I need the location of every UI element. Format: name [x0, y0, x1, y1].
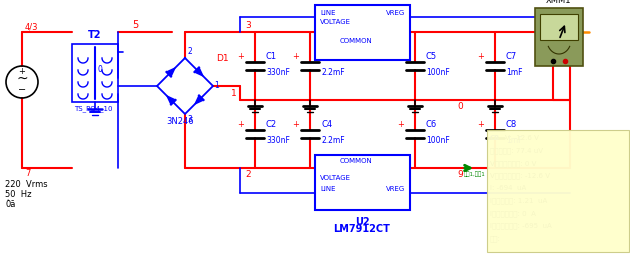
Text: 9: 9	[457, 170, 463, 179]
Text: +: +	[477, 52, 484, 61]
Bar	[535, 8, 583, 66]
Text: 100nF: 100nF	[426, 68, 450, 77]
Text: COMMON: COMMON	[340, 38, 373, 44]
Text: 1mF: 1mF	[506, 68, 522, 77]
Polygon shape	[195, 96, 203, 104]
Text: 330nF: 330nF	[266, 68, 290, 77]
Text: 7: 7	[25, 169, 30, 178]
Text: V: -12.6 V: V: -12.6 V	[505, 135, 539, 141]
Text: VOLTAGE: VOLTAGE	[320, 175, 351, 181]
Text: 330nF: 330nF	[266, 136, 290, 145]
Text: C3: C3	[321, 52, 332, 61]
Text: LINE: LINE	[320, 10, 336, 16]
Text: I山山山（山）: -695  uA: I山山山（山）: -695 uA	[490, 223, 552, 229]
Text: I山山（山）: 1.21  uA: I山山（山）: 1.21 uA	[490, 198, 547, 204]
Text: VREG: VREG	[386, 10, 405, 16]
Polygon shape	[195, 68, 203, 76]
Text: 3: 3	[245, 21, 251, 30]
Text: 0: 0	[457, 102, 463, 111]
Text: −: −	[18, 85, 26, 95]
Text: +: +	[237, 120, 244, 129]
Text: V有效値（山）: 0 V: V有效値（山）: 0 V	[490, 160, 536, 167]
Text: TS_PQ4_10: TS_PQ4_10	[74, 105, 113, 112]
Text: 探针1,探针1: 探针1,探针1	[464, 171, 486, 177]
Text: I: -694  uA: I: -694 uA	[490, 185, 526, 191]
Text: 1mF: 1mF	[506, 136, 522, 145]
Text: 2: 2	[245, 170, 251, 179]
Text: C6: C6	[426, 120, 437, 129]
Bar	[72, 44, 118, 102]
Bar	[487, 130, 629, 252]
Text: +: +	[18, 68, 25, 76]
Text: 2.2mF: 2.2mF	[321, 136, 345, 145]
Text: 0: 0	[97, 66, 102, 74]
Text: LM7912CT: LM7912CT	[333, 224, 391, 234]
Text: 1: 1	[214, 81, 219, 89]
Text: C5: C5	[426, 52, 437, 61]
Text: 50  Hz: 50 Hz	[5, 190, 32, 199]
Text: 3N246: 3N246	[166, 117, 194, 126]
Text: T2: T2	[88, 30, 102, 40]
Text: 峰山（山）: 77.4 uV: 峰山（山）: 77.4 uV	[490, 148, 543, 154]
Text: 1: 1	[231, 89, 237, 98]
Text: 2: 2	[187, 47, 192, 56]
Text: +: +	[237, 52, 244, 61]
Bar	[315, 155, 410, 210]
Text: C8: C8	[490, 135, 500, 141]
Text: +: +	[292, 52, 299, 61]
Text: I有效値（山）: 0  A: I有效値（山）: 0 A	[490, 210, 536, 217]
Text: 3: 3	[187, 115, 192, 124]
Text: 100nF: 100nF	[426, 136, 450, 145]
Bar	[540, 14, 578, 40]
Text: 2.2mF: 2.2mF	[321, 68, 345, 77]
Text: V山山山（山）: -12.6 V: V山山山（山）: -12.6 V	[490, 172, 550, 179]
Text: C4: C4	[321, 120, 332, 129]
Text: o: o	[563, 21, 568, 30]
Text: VOLTAGE: VOLTAGE	[320, 19, 351, 25]
Text: 5: 5	[132, 20, 138, 30]
Text: +: +	[477, 120, 484, 129]
Text: C8: C8	[506, 120, 517, 129]
Text: 0̂ā: 0̂ā	[5, 200, 15, 209]
Text: D1: D1	[216, 54, 229, 63]
Bar	[315, 5, 410, 60]
Text: C2: C2	[266, 120, 277, 129]
Text: C1: C1	[266, 52, 277, 61]
Text: +: +	[397, 120, 404, 129]
Text: 4/3: 4/3	[25, 22, 38, 31]
Text: 效率:: 效率:	[490, 235, 501, 242]
Text: XMM1: XMM1	[546, 0, 572, 5]
Text: U2: U2	[355, 217, 369, 227]
Text: ~: ~	[16, 72, 28, 86]
Text: +: +	[397, 52, 404, 61]
Polygon shape	[166, 68, 175, 76]
Text: COMMON: COMMON	[340, 158, 373, 164]
Polygon shape	[167, 96, 176, 105]
Text: C7: C7	[506, 52, 517, 61]
Text: VREG: VREG	[386, 186, 405, 192]
Text: LINE: LINE	[320, 186, 336, 192]
Text: +: +	[292, 120, 299, 129]
Text: 220  Vrms: 220 Vrms	[5, 180, 48, 189]
